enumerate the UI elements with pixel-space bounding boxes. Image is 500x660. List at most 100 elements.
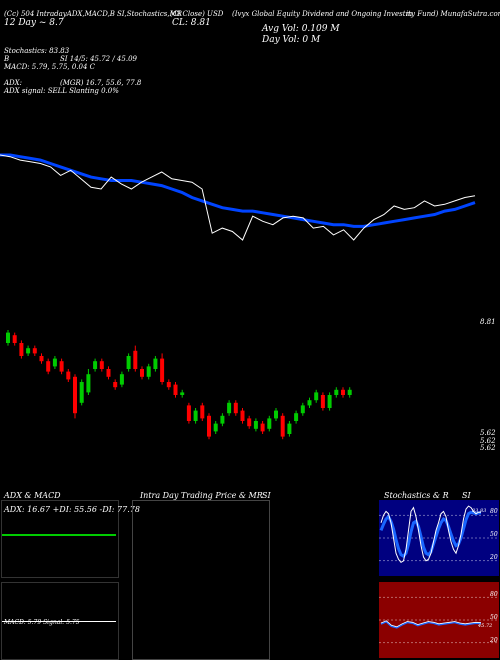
adx-line <box>2 534 116 536</box>
macd-values: MACD: 5.79 Signal: 5.75 <box>4 619 80 626</box>
candle-body <box>341 389 345 395</box>
candle <box>260 421 265 434</box>
price-line-group <box>0 153 476 241</box>
candle <box>253 418 258 432</box>
stoch-grid <box>379 515 499 643</box>
candle-body <box>113 382 118 388</box>
candle-body <box>39 356 44 362</box>
candle <box>287 421 292 437</box>
candle <box>153 356 158 372</box>
candle <box>146 363 151 380</box>
candle-body <box>86 374 91 393</box>
price-label-low-1: 5.62 <box>480 429 496 437</box>
candle-body <box>46 361 51 372</box>
candle <box>294 410 299 424</box>
candle <box>160 353 165 385</box>
candle <box>12 332 17 346</box>
candle-body <box>253 421 258 429</box>
header-fund-name: (Ivyx Global Equity Dividend and Ongoing… <box>232 10 413 18</box>
candle-body <box>267 418 272 429</box>
candle-body <box>233 402 238 414</box>
ma-line <box>0 153 476 228</box>
candle-body <box>19 343 24 356</box>
stoch-panel-title: Stochastics & R <box>384 491 449 500</box>
candle <box>140 366 144 380</box>
stoch-tick-50: 50 <box>490 531 498 538</box>
candle-body <box>66 371 71 380</box>
header-close-label: (Cl Close) USD <box>170 10 224 18</box>
candle <box>314 389 319 403</box>
header-mgr-line: (MGR) 16.7, 55.6, 77.8 <box>60 79 142 87</box>
candle <box>173 382 178 398</box>
candle-group <box>6 330 352 440</box>
candle-body <box>6 332 10 343</box>
candle <box>180 389 185 398</box>
candle <box>113 379 118 390</box>
candle-body <box>133 350 138 369</box>
candle-body <box>79 382 84 403</box>
header-top-left-2: SI,Stochastics,MR <box>117 10 183 18</box>
candle <box>213 421 218 434</box>
header-close-short: CL: 8.81 <box>172 18 211 28</box>
candle-body <box>59 361 64 372</box>
candle-body <box>173 384 178 395</box>
candle <box>79 379 84 406</box>
candle-body <box>347 389 352 395</box>
header-signal-line: ADX signal: SELL Slanting 0.0% <box>4 87 119 95</box>
candle <box>207 413 211 440</box>
candle <box>233 400 238 416</box>
candle-body <box>106 369 111 377</box>
rsi-tick-20: 20 <box>490 637 498 644</box>
candle-body <box>193 410 198 421</box>
macd-line <box>2 621 116 622</box>
candle <box>227 400 232 416</box>
candle-body <box>227 402 232 414</box>
rsi-signal-line <box>380 620 482 628</box>
candle <box>73 374 77 419</box>
candle-body <box>186 405 191 421</box>
header-macd-line: MACD: 5.79, 5.75, 0.04 C <box>4 63 96 71</box>
candle <box>300 402 305 416</box>
candle-body <box>280 415 285 437</box>
candle-body <box>99 361 104 369</box>
candle <box>119 371 124 388</box>
candle-body <box>247 418 252 427</box>
candle-body <box>12 335 17 343</box>
candle <box>200 402 205 421</box>
candle <box>193 408 198 424</box>
candle-body <box>126 356 131 369</box>
si-panel-title: SI <box>262 491 271 500</box>
candle-body <box>153 358 158 369</box>
candle <box>327 392 332 411</box>
candle <box>240 408 245 424</box>
stoch-current-val: 83.83 <box>472 508 487 514</box>
candle <box>267 415 272 432</box>
adx-values: ADX: 16.67 +DI: 55.56 -DI: 77.78 <box>4 505 140 514</box>
candle-body <box>274 410 278 419</box>
candle-body <box>300 405 305 414</box>
candle <box>26 345 31 356</box>
rsi-current-val: 45.72 <box>478 623 493 629</box>
candle-body <box>73 376 77 414</box>
candle <box>32 345 37 356</box>
candle-body <box>327 395 332 408</box>
candle-body <box>200 405 205 419</box>
candle-body <box>119 374 124 385</box>
rsi-line <box>380 620 482 629</box>
header-avg-vol: Avg Vol: 0.109 M <box>262 24 340 34</box>
candle <box>93 358 98 372</box>
candle-body <box>307 400 312 406</box>
candle-body <box>287 423 292 434</box>
header-day-vol: Day Vol: 0 M <box>262 35 321 45</box>
price-label-low-3: 5.62 <box>480 444 496 452</box>
header-b-label: B <box>4 55 10 63</box>
candle <box>341 387 345 398</box>
stoch-lines <box>379 505 482 629</box>
candle <box>99 358 104 372</box>
candle-body <box>26 348 31 354</box>
candle <box>274 408 278 421</box>
candle <box>320 392 325 411</box>
candle <box>247 415 252 429</box>
candle-body <box>207 415 211 437</box>
